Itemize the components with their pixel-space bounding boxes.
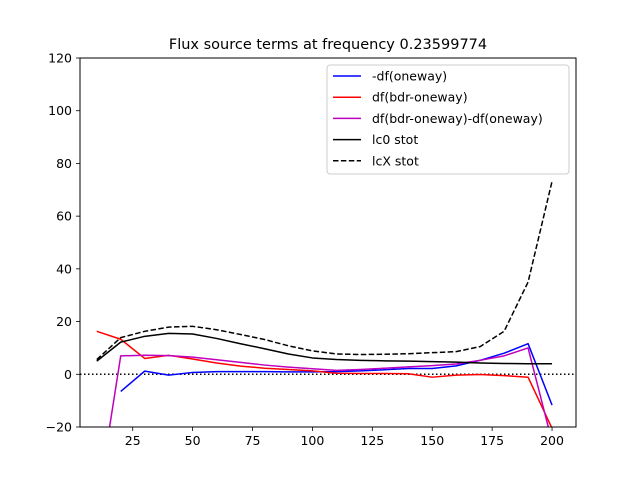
axes-layer: 25 50 75 100 125 150 175 200 −20 0 20 40 60 80 100 120 — [46, 51, 577, 448]
legend-label: -df(oneway) — [372, 69, 447, 84]
legend-label: lc0 stot — [372, 132, 418, 147]
legend-label: lcX stot — [372, 153, 419, 168]
x-tick-label: 200 — [540, 433, 564, 448]
legend: -df(oneway) df(bdr-oneway) df(bdr-oneway)-… — [326, 64, 570, 175]
x-tick-label: 25 — [125, 433, 141, 448]
y-tick-label: −20 — [46, 420, 72, 435]
plot-frame — [79, 57, 577, 428]
x-tick-label: 100 — [300, 433, 324, 448]
y-tick-label: 120 — [48, 51, 72, 66]
y-tick-label: 0 — [64, 367, 72, 382]
x-tick-label: 75 — [245, 433, 261, 448]
series-line-2 — [108, 347, 550, 427]
legend-label: df(bdr-oneway) — [372, 90, 468, 105]
legend-label: df(bdr-oneway)-df(oneway) — [372, 111, 543, 126]
x-tick-label: 150 — [420, 433, 444, 448]
series-line-1 — [96, 330, 553, 427]
y-tick-label: 80 — [56, 156, 72, 171]
series-layer — [80, 181, 576, 427]
x-tick-label: 50 — [185, 433, 201, 448]
series-line-3 — [96, 332, 553, 365]
chart-title: Flux source terms at frequency 0.2359977… — [169, 37, 487, 53]
series-line-4 — [96, 181, 553, 361]
y-tick-label: 40 — [56, 261, 72, 276]
x-tick-label: 125 — [360, 433, 384, 448]
legend-box — [326, 64, 570, 175]
y-tick-label: 100 — [48, 103, 72, 118]
y-tick-label: 60 — [56, 209, 72, 224]
x-tick-label: 175 — [480, 433, 504, 448]
y-tick-label: 20 — [56, 314, 72, 329]
